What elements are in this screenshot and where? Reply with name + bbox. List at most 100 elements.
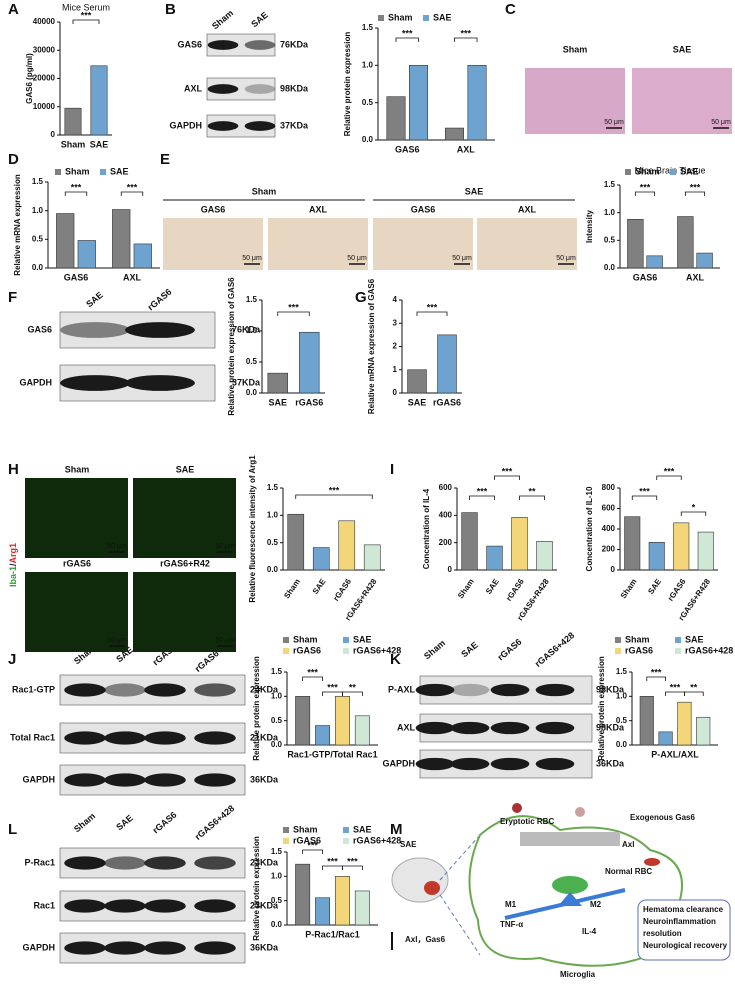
diagram-shapes bbox=[391, 803, 731, 967]
x-tick-label: Sham bbox=[61, 139, 86, 149]
blot-band bbox=[194, 683, 236, 697]
panel-letter: M bbox=[390, 821, 403, 838]
lane-label: SAE bbox=[459, 640, 480, 660]
legend-swatch bbox=[423, 15, 429, 21]
outcome-label: Neuroinflammation bbox=[643, 917, 716, 926]
sig-bracket bbox=[277, 311, 310, 316]
blot-band bbox=[144, 856, 186, 870]
legend-label: SAE bbox=[110, 166, 129, 176]
micrograph bbox=[25, 572, 128, 652]
y-tick-label: 0.0 bbox=[246, 388, 258, 397]
sig-label: *** bbox=[640, 182, 651, 192]
tile-label: Sham bbox=[65, 464, 90, 474]
bar bbox=[624, 516, 641, 571]
x-tick-label: AXL bbox=[457, 144, 476, 154]
y-tick-label: 1.5 bbox=[604, 180, 616, 189]
legend-swatch bbox=[100, 169, 106, 175]
protein-label: GAPDH bbox=[19, 377, 52, 387]
sig-bracket bbox=[680, 511, 707, 516]
diagram-label: Normal RBC bbox=[605, 867, 652, 876]
bar bbox=[646, 255, 663, 269]
size-label: 21KDa bbox=[250, 732, 279, 742]
tile-label: rGAS6 bbox=[63, 558, 91, 568]
sig-label: *** bbox=[639, 486, 650, 496]
bar bbox=[536, 540, 553, 571]
blot-band bbox=[104, 773, 146, 787]
scale-label: 50 μm bbox=[452, 255, 472, 262]
y-axis-label: Relative mRNA expression of GAS6 bbox=[367, 278, 376, 414]
blot-band bbox=[244, 40, 276, 50]
y-tick-label: 1.5 bbox=[246, 295, 258, 304]
y-tick-label: 4 bbox=[393, 295, 398, 304]
sig-bracket bbox=[395, 37, 419, 42]
y-tick-label: 10000 bbox=[33, 102, 56, 111]
bar bbox=[295, 863, 311, 926]
sig-bracket bbox=[684, 691, 704, 696]
bar bbox=[437, 334, 457, 394]
blot-band bbox=[194, 773, 236, 787]
column-label: AXL bbox=[309, 204, 328, 214]
y-tick-label: 1 bbox=[393, 365, 398, 374]
blot-band bbox=[244, 84, 276, 94]
sig-bracket bbox=[656, 475, 682, 480]
y-tick-label: 0.5 bbox=[267, 538, 279, 547]
blot-strip bbox=[206, 77, 276, 101]
outcome-label: Neurological recovery bbox=[643, 941, 728, 950]
legend-label: Sham bbox=[65, 166, 90, 176]
bar bbox=[486, 545, 503, 571]
bar bbox=[334, 876, 350, 926]
size-label: 98KDa bbox=[596, 684, 625, 694]
bar bbox=[444, 127, 465, 141]
protein-label: AXL bbox=[397, 722, 416, 732]
y-tick-label: 1.0 bbox=[32, 206, 44, 215]
bar bbox=[133, 243, 152, 269]
lane-label: rGAS6 bbox=[151, 810, 179, 836]
scale-label: 50 μm bbox=[347, 255, 367, 262]
blot-band bbox=[194, 899, 236, 913]
sig-label: *** bbox=[690, 182, 701, 192]
bar bbox=[639, 696, 654, 746]
size-label: 98KDa bbox=[596, 722, 625, 732]
sig-label: ** bbox=[528, 486, 536, 496]
legend-label: rGAS6 bbox=[293, 835, 321, 845]
scale-label: 50 μm bbox=[711, 119, 731, 126]
panel-letter: K bbox=[390, 651, 401, 668]
y-tick-label: 1.5 bbox=[616, 667, 628, 676]
y-tick-label: 0 bbox=[611, 565, 616, 574]
panel-letter: A bbox=[8, 1, 19, 18]
y-tick-label: 0.0 bbox=[362, 135, 374, 144]
scale-label: 50 μm bbox=[604, 119, 624, 126]
bar bbox=[354, 715, 370, 746]
y-tick-label: 1.5 bbox=[32, 177, 44, 186]
legend-swatch bbox=[283, 827, 289, 833]
protein-label: P-AXL bbox=[388, 684, 416, 694]
y-axis-label: Concentration of IL-10 bbox=[585, 486, 594, 571]
chart-title: Mice Serum bbox=[62, 2, 110, 12]
column-label: AXL bbox=[518, 204, 537, 214]
x-tick-label: Sham bbox=[619, 577, 639, 600]
diagram-label: M1 bbox=[505, 900, 517, 909]
blot-band bbox=[535, 683, 575, 697]
bar bbox=[315, 725, 331, 746]
y-tick-label: 0.0 bbox=[271, 920, 283, 929]
sig-bracket bbox=[342, 865, 363, 870]
sig-label: *** bbox=[502, 466, 513, 476]
outcome-label: Hematoma clearance bbox=[643, 905, 724, 914]
blot-band bbox=[194, 856, 236, 870]
x-tick-label: SAE bbox=[268, 397, 287, 407]
sig-bracket bbox=[469, 495, 495, 500]
size-label: 37KDa bbox=[232, 377, 261, 387]
y-tick-label: 1.0 bbox=[271, 691, 283, 700]
size-label: 23KDa bbox=[250, 900, 279, 910]
legend-label: rGAS6+428 bbox=[353, 835, 401, 845]
side-label: Iba-1/Arg1 bbox=[8, 543, 18, 587]
sig-label: *** bbox=[670, 682, 681, 692]
blot-band bbox=[125, 375, 195, 391]
sig-label: *** bbox=[307, 840, 318, 850]
legend-swatch bbox=[625, 169, 631, 175]
column-label: SAE bbox=[673, 44, 692, 54]
group-label: SAE bbox=[465, 186, 484, 196]
sig-label: *** bbox=[81, 10, 92, 20]
sig-bracket bbox=[64, 191, 88, 196]
